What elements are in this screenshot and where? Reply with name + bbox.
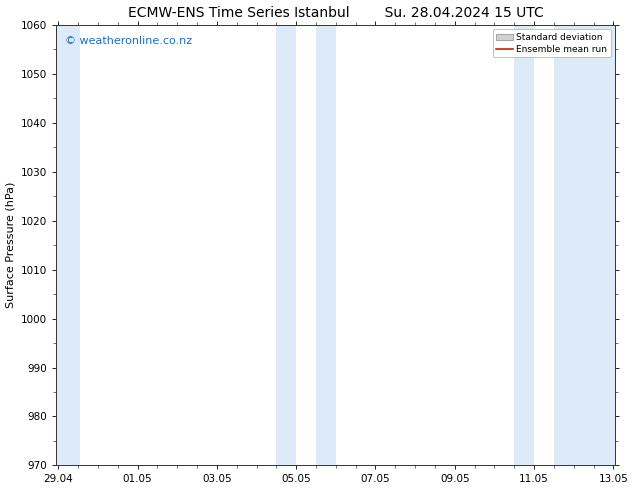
Bar: [514, 25, 534, 465]
Bar: [554, 25, 616, 465]
Bar: [276, 25, 296, 465]
Title: ECMW-ENS Time Series Istanbul        Su. 28.04.2024 15 UTC: ECMW-ENS Time Series Istanbul Su. 28.04.…: [128, 5, 544, 20]
Legend: Standard deviation, Ensemble mean run: Standard deviation, Ensemble mean run: [493, 29, 611, 57]
Y-axis label: Surface Pressure (hPa): Surface Pressure (hPa): [6, 182, 16, 308]
Text: © weatheronline.co.nz: © weatheronline.co.nz: [65, 36, 192, 46]
Bar: [56, 25, 80, 465]
Bar: [316, 25, 336, 465]
